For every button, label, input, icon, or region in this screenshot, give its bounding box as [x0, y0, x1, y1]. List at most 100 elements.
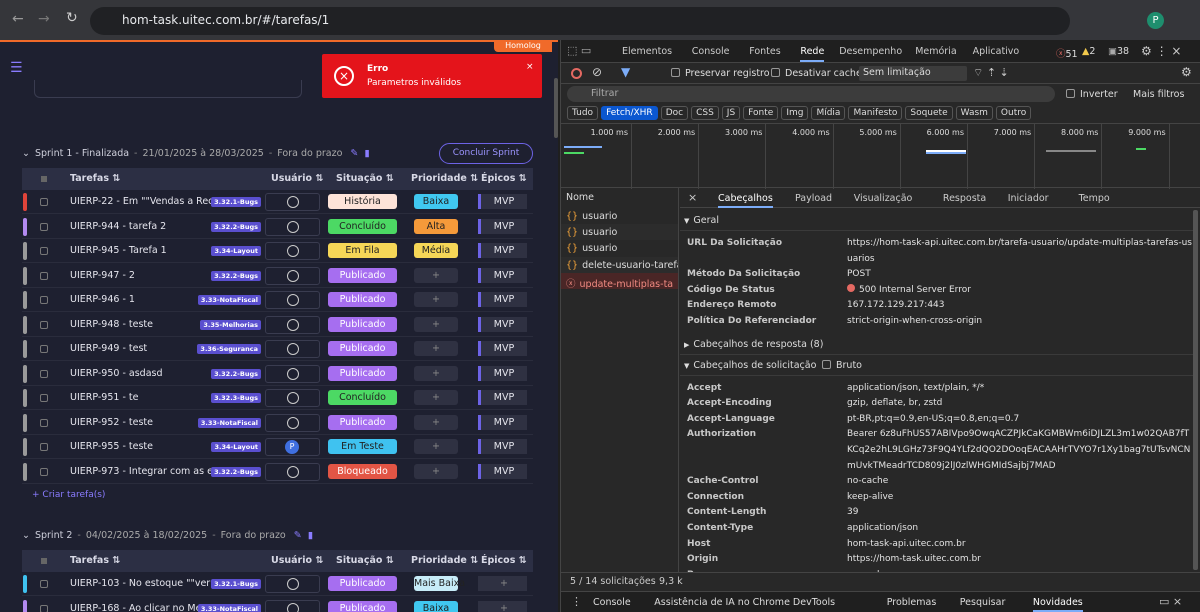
row[interactable]	[22, 572, 533, 596]
checkbox[interactable]	[40, 369, 48, 378]
more-filters[interactable]: Mais filtros	[1133, 89, 1185, 100]
record[interactable]	[571, 68, 582, 79]
row[interactable]	[22, 313, 533, 337]
chart[interactable]: ▮	[364, 148, 370, 159]
user-box[interactable]: P	[265, 438, 320, 456]
task-name[interactable]: UIERP-103 - No estoque ""ver ...	[70, 578, 223, 589]
row[interactable]	[22, 362, 533, 386]
row[interactable]	[22, 386, 533, 410]
type-chip[interactable]: Doc	[660, 106, 689, 120]
epic[interactable]: MVP	[478, 194, 527, 209]
conclude-sprint[interactable]: Concluir Sprint	[439, 143, 533, 164]
user-box[interactable]	[265, 315, 320, 334]
priority-pill[interactable]: Baixa	[414, 194, 458, 209]
task-name[interactable]: UIERP-951 - te	[70, 392, 139, 403]
status-pill[interactable]: Concluído	[328, 390, 397, 405]
devtools-tab[interactable]: Aplicativo	[972, 46, 1020, 57]
type-chip[interactable]: Fetch/XHR	[601, 106, 658, 120]
task-name[interactable]: UIERP-973 - Integrar com as e...	[70, 465, 222, 477]
devtools-tab[interactable]: Elementos	[622, 46, 673, 57]
status-pill[interactable]: Concluído	[328, 218, 397, 234]
priority-pill[interactable]: +	[414, 316, 458, 332]
profile[interactable]: P	[1147, 12, 1164, 29]
epic[interactable]: MVP	[478, 390, 527, 405]
row[interactable]	[22, 337, 533, 361]
task-name[interactable]: UIERP-22 - Em ""Vendas a Rece...	[70, 196, 229, 207]
request-item[interactable]: {} usuario	[561, 224, 678, 241]
priority-pill[interactable]: +	[414, 390, 458, 405]
type-chip[interactable]: Mídia	[811, 106, 846, 120]
epic[interactable]: MVP	[478, 218, 527, 234]
priority-pill[interactable]: +	[414, 267, 458, 283]
epic[interactable]: +	[478, 576, 527, 591]
status-pill[interactable]: Publicado	[328, 316, 397, 332]
column-header[interactable]: Usuário ⇅	[271, 555, 324, 566]
detail-tab[interactable]: Tempo	[1078, 193, 1110, 204]
type-chip[interactable]: Fonte	[743, 106, 779, 120]
column-header[interactable]: Tarefas ⇅	[70, 173, 121, 184]
request-item[interactable]: {} delete-usuario-tarefa	[561, 256, 678, 273]
filter-icon[interactable]: ▼	[621, 65, 631, 79]
status-pill[interactable]: Publicado	[328, 292, 397, 307]
preserve-log[interactable]: Preservar registro	[671, 68, 770, 79]
menu[interactable]: ☰	[10, 60, 23, 76]
priority-pill[interactable]: +	[414, 439, 458, 454]
epic[interactable]: MVP	[478, 439, 527, 454]
epic[interactable]: MVP	[478, 243, 527, 258]
throttle[interactable]: Sem limitação	[859, 66, 967, 81]
chart[interactable]: ▮	[307, 530, 313, 541]
checkbox[interactable]	[40, 418, 48, 427]
status-pill[interactable]: Em Teste	[328, 439, 397, 454]
drawer-menu[interactable]: ⋮	[571, 595, 582, 608]
task-name[interactable]: UIERP-950 - asdasd	[70, 367, 163, 379]
checkbox[interactable]	[40, 467, 48, 476]
row[interactable]	[22, 190, 533, 214]
priority-pill[interactable]: Alta	[414, 218, 458, 234]
column-header[interactable]: Usuário ⇅	[271, 173, 324, 184]
priority-pill[interactable]: +	[414, 292, 458, 307]
column-header[interactable]: Épicos ⇅	[481, 173, 527, 184]
user-box[interactable]	[265, 389, 320, 407]
drawer-tab[interactable]: Assistência de IA no Chrome DevTools	[654, 597, 836, 608]
clear[interactable]: ⊘	[592, 65, 603, 79]
priority-pill[interactable]: +	[414, 365, 458, 381]
column-header[interactable]: Situação ⇅	[336, 555, 394, 566]
checkbox[interactable]	[40, 320, 48, 329]
checkbox[interactable]	[40, 198, 48, 206]
devtools-tab[interactable]: Fontes	[749, 46, 781, 57]
epic[interactable]: MVP	[478, 292, 527, 307]
invert[interactable]: Inverter	[1066, 89, 1118, 100]
status-pill[interactable]: História	[328, 194, 397, 209]
edit[interactable]: ✎	[293, 530, 302, 541]
task-name[interactable]: UIERP-955 - teste	[70, 441, 153, 452]
epic[interactable]: MVP	[478, 463, 527, 479]
priority-pill[interactable]: +	[414, 414, 458, 430]
column-header[interactable]: Situação ⇅	[336, 173, 394, 184]
toast-close[interactable]: ×	[526, 62, 534, 72]
type-chip[interactable]: Soquete	[905, 106, 953, 120]
checkbox[interactable]	[40, 345, 48, 353]
edit[interactable]: ✎	[350, 148, 359, 159]
task-name[interactable]: UIERP-944 - tarefa 2	[70, 220, 167, 232]
section-header[interactable]: ▼ Geral	[680, 210, 1194, 231]
user-box[interactable]	[265, 340, 320, 358]
raw-toggle[interactable]: Bruto	[822, 355, 862, 376]
issue-count[interactable]: ▣38	[1108, 46, 1129, 57]
user-box[interactable]	[265, 462, 320, 481]
section-header[interactable]: ▼ Cabeçalhos de solicitação Bruto	[680, 354, 1194, 376]
column-header[interactable]: Tarefas ⇅	[70, 555, 121, 566]
row[interactable]	[22, 460, 533, 484]
detail-tab[interactable]: Resposta	[942, 193, 987, 204]
back[interactable]: ←	[12, 11, 24, 27]
issue-count[interactable]: ⓧ51	[1056, 46, 1078, 60]
type-chip[interactable]: JS	[721, 106, 741, 120]
epic[interactable]: MVP	[478, 414, 527, 430]
drawer-tab[interactable]: Problemas	[886, 597, 937, 608]
settings[interactable]: ⚙ ⋮ ×	[1141, 44, 1182, 58]
type-chip[interactable]: Img	[781, 106, 809, 120]
priority-pill[interactable]: Baixa	[414, 600, 458, 612]
drawer-tab[interactable]: Pesquisar	[959, 597, 1006, 608]
row[interactable]	[22, 435, 533, 459]
status-pill[interactable]: Em Fila	[328, 243, 397, 258]
row[interactable]	[22, 215, 533, 239]
